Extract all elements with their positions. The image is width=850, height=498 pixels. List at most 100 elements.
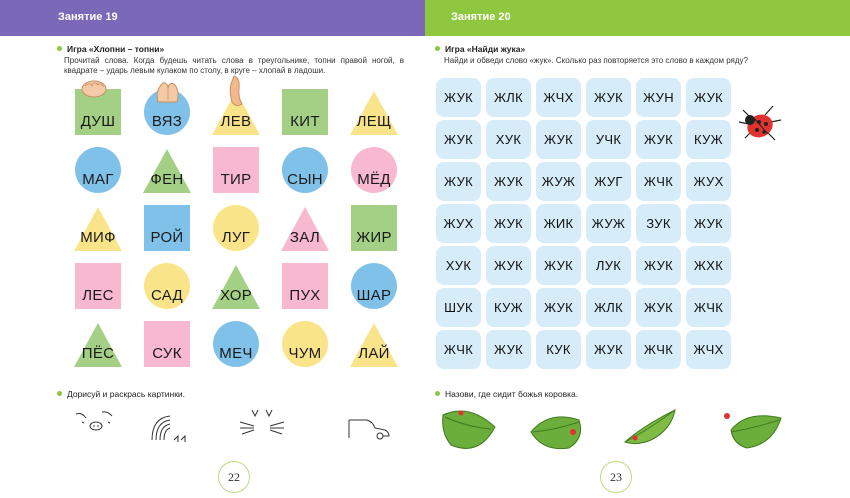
word-cell[interactable]: ЖХК: [686, 246, 731, 285]
word-cell[interactable]: ЖУК: [586, 78, 631, 117]
word-cell[interactable]: ЖУК: [536, 120, 581, 159]
word-cell-text: ЖУК: [593, 90, 624, 105]
shape-word: ЛУГ: [221, 229, 251, 246]
word-cell-text: ЖУК: [443, 132, 474, 147]
word-cell-text: КУЖ: [494, 300, 523, 315]
word-cell[interactable]: ЖУК: [436, 162, 481, 201]
word-cell[interactable]: ЖУК: [486, 246, 531, 285]
shape-word: МЕЧ: [219, 345, 253, 362]
game-title-text: Игра «Найди жука»: [445, 44, 526, 54]
cat-whiskers-icon: [239, 409, 285, 435]
word-cell-text: ЖУХ: [443, 216, 474, 231]
word-shape-cell: КИТ: [281, 88, 329, 136]
word-cell[interactable]: ЖУЖ: [536, 162, 581, 201]
lesson-header: Занятие 19: [0, 0, 425, 36]
word-cell[interactable]: ЖИК: [536, 204, 581, 243]
word-shape-cell: МИФ: [74, 204, 122, 252]
word-cell[interactable]: КУЖ: [486, 288, 531, 327]
word-cell[interactable]: ЗУК: [636, 204, 681, 243]
word-cell-text: ЖУК: [693, 216, 724, 231]
word-cell-text: ЖУК: [593, 342, 624, 357]
word-cell[interactable]: КУЖ: [686, 120, 731, 159]
word-cell[interactable]: ЖЛК: [486, 78, 531, 117]
word-cell[interactable]: ЖУК: [636, 246, 681, 285]
word-shape-cell: ЗАЛ: [281, 204, 329, 252]
word-cell-text: ХУК: [445, 258, 472, 273]
shape-word: МЁД: [357, 171, 391, 188]
word-cell[interactable]: ЖУК: [436, 78, 481, 117]
word-cell-text: ЖУК: [443, 90, 474, 105]
shape-word: СУК: [152, 345, 182, 362]
word-cell[interactable]: ЖЧК: [686, 288, 731, 327]
question-title: Назови, где сидит божья коровка.: [435, 389, 578, 399]
shape-word: ЛЕЩ: [356, 113, 392, 130]
word-cell[interactable]: ЖУК: [586, 330, 631, 369]
word-cell[interactable]: ЖУГ: [586, 162, 631, 201]
draw-title: Дорисуй и раскрась картинки.: [57, 389, 185, 399]
word-shape-cell: ПЁС: [74, 320, 122, 368]
word-cell-text: ЖУК: [643, 258, 674, 273]
word-cell[interactable]: КУК: [536, 330, 581, 369]
word-cell[interactable]: ЖУХ: [686, 162, 731, 201]
word-cell[interactable]: ЖЧК: [636, 330, 681, 369]
word-cell[interactable]: ХУК: [436, 246, 481, 285]
shape-word: ФЕН: [150, 171, 184, 188]
word-cell-text: ЖЧК: [643, 342, 674, 357]
word-cell[interactable]: ЖУК: [636, 288, 681, 327]
word-cell[interactable]: ХУК: [486, 120, 531, 159]
square-shape: [75, 263, 121, 309]
word-shape-cell: ФЕН: [143, 146, 191, 194]
word-cell[interactable]: ЖЧХ: [536, 78, 581, 117]
word-cell-text: ЖЧК: [643, 174, 674, 189]
left-page: Занятие 19 Игра «Хлопни – топни» Прочита…: [0, 0, 425, 493]
page-number: 23: [600, 461, 632, 493]
word-cell[interactable]: ЖЧК: [636, 162, 681, 201]
page-number: 22: [218, 461, 250, 493]
word-cell[interactable]: УЧК: [586, 120, 631, 159]
circle-shape: [282, 321, 328, 367]
word-shape-cell: ПУХ: [281, 262, 329, 310]
word-cell[interactable]: ЖЧК: [436, 330, 481, 369]
word-cell-text: ЖЛК: [493, 90, 523, 105]
word-shape-cell: ЛАЙ: [350, 320, 398, 368]
shape-word: ЧУМ: [288, 345, 322, 362]
shape-word: ЗАЛ: [289, 229, 321, 246]
word-cell-text: ЖЧК: [443, 342, 474, 357]
game-title-text: Игра «Хлопни – топни»: [67, 44, 165, 54]
word-cell-text: ЛУК: [595, 258, 622, 273]
car-outline-icon: [348, 419, 390, 440]
word-cell-text: ЖУХ: [693, 174, 724, 189]
word-cell-text: ЖУК: [443, 174, 474, 189]
word-cell[interactable]: ШУК: [436, 288, 481, 327]
word-cell[interactable]: ЖУК: [536, 288, 581, 327]
word-cell[interactable]: ЖУЖ: [586, 204, 631, 243]
word-cell[interactable]: ЖУК: [536, 246, 581, 285]
circle-shape: [75, 147, 121, 193]
word-cell[interactable]: ЖУК: [486, 204, 531, 243]
shape-word: ПЁС: [81, 345, 115, 362]
word-cell[interactable]: ЖУК: [636, 120, 681, 159]
shape-word: КИТ: [290, 113, 320, 130]
word-shape-cell: ЛУГ: [212, 204, 260, 252]
word-cell[interactable]: ЛУК: [586, 246, 631, 285]
word-cell[interactable]: ЖУН: [636, 78, 681, 117]
word-cell[interactable]: ЖЧХ: [686, 330, 731, 369]
word-shape-cell: МАГ: [74, 146, 122, 194]
word-cell[interactable]: ЖУК: [436, 120, 481, 159]
square-shape: [351, 205, 397, 251]
word-cell-text: ЖЛК: [593, 300, 623, 315]
word-cell-text: ЖУЖ: [591, 216, 626, 231]
shape-word: ЖИР: [356, 229, 392, 246]
shape-word: ХОР: [219, 287, 253, 304]
word-cell[interactable]: ЖЛК: [586, 288, 631, 327]
word-cell[interactable]: ЖУК: [486, 162, 531, 201]
word-cell[interactable]: ЖУК: [686, 78, 731, 117]
shape-word: МАГ: [82, 171, 114, 188]
shape-word: ДУШ: [80, 113, 116, 130]
word-cell[interactable]: ЖУХ: [436, 204, 481, 243]
hand-fist-icon: [81, 80, 107, 98]
ladybug-icon: [738, 105, 782, 141]
word-cell[interactable]: ЖУК: [486, 330, 531, 369]
word-cell-text: ЖУК: [543, 258, 574, 273]
word-cell[interactable]: ЖУК: [686, 204, 731, 243]
